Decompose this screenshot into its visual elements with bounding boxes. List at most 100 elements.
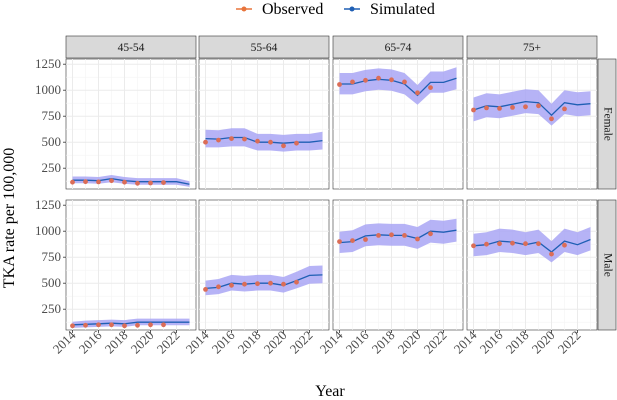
simulated-line bbox=[72, 321, 190, 326]
facet-strip-bg bbox=[198, 35, 330, 59]
panel-bg bbox=[466, 199, 598, 331]
observed-point bbox=[242, 136, 247, 142]
observed-point bbox=[428, 231, 433, 237]
y-tick-label: 500 bbox=[42, 134, 62, 149]
x-tick-label: 2018 bbox=[102, 328, 131, 357]
observed-point bbox=[363, 237, 368, 242]
observed-point bbox=[510, 240, 515, 246]
simulated-band bbox=[473, 227, 591, 263]
observed-point bbox=[536, 241, 541, 247]
simulated-band bbox=[205, 128, 323, 152]
x-tick-label: 2018 bbox=[235, 328, 264, 357]
legend-item-simulated: Simulated bbox=[344, 1, 435, 18]
x-tick-label: 2020 bbox=[128, 328, 157, 357]
y-tick-label: 250 bbox=[42, 301, 62, 316]
x-tick-label: 2014 bbox=[317, 327, 346, 356]
observed-point bbox=[471, 107, 476, 113]
observed-point bbox=[135, 322, 140, 328]
legend-label: Simulated bbox=[370, 1, 435, 18]
observed-point bbox=[161, 322, 166, 328]
observed-point bbox=[402, 233, 407, 238]
x-tick-label: 2018 bbox=[369, 328, 398, 357]
observed-point bbox=[337, 239, 342, 245]
legend-item-observed: Observed bbox=[236, 1, 323, 18]
facet-strip-label: 65-74 bbox=[385, 42, 412, 54]
observed-point bbox=[122, 323, 127, 329]
y-tick-label: 750 bbox=[42, 249, 62, 264]
observed-point bbox=[415, 236, 420, 242]
observed-point bbox=[203, 287, 208, 292]
simulated-line bbox=[339, 229, 457, 244]
facet-strip-col-0: 45-54 bbox=[65, 35, 197, 59]
facet-strip-bg bbox=[332, 35, 464, 59]
y-tick-label: 250 bbox=[42, 160, 62, 175]
panel-bg bbox=[65, 199, 197, 331]
observed-point bbox=[229, 282, 234, 288]
facet-strip-col-2: 65-74 bbox=[332, 35, 464, 59]
simulated-band bbox=[473, 89, 591, 126]
x-tick-label: 2014 bbox=[183, 327, 212, 356]
observed-point bbox=[350, 79, 355, 85]
facet-strip-col-3: 75+ bbox=[466, 35, 598, 59]
observed-point bbox=[148, 322, 153, 328]
facet-strip-bg bbox=[597, 58, 617, 190]
observed-point bbox=[402, 79, 407, 85]
panel-female-0: 250 500 750 1000 1250 bbox=[35, 56, 197, 190]
observed-point bbox=[109, 322, 114, 328]
x-tick-label: 2022 bbox=[421, 328, 450, 357]
observed-point bbox=[497, 241, 502, 247]
legend-label: Observed bbox=[262, 1, 323, 18]
observed-point bbox=[337, 82, 342, 87]
x-tick-label: 2016 bbox=[76, 327, 105, 356]
observed-point bbox=[70, 179, 75, 185]
y-tick-label: 750 bbox=[42, 108, 62, 123]
observed-point bbox=[294, 279, 299, 285]
panel-bg bbox=[198, 199, 330, 331]
y-tick-label: 1250 bbox=[35, 197, 61, 212]
observed-point bbox=[536, 103, 541, 109]
x-tick-label: 2016 bbox=[209, 327, 238, 356]
panel-bg bbox=[466, 58, 598, 190]
observed-point bbox=[148, 180, 153, 186]
facet-strip-bg bbox=[65, 35, 197, 59]
observed-point bbox=[203, 139, 208, 145]
x-tick-label: 2016 bbox=[343, 327, 372, 356]
facet-strip-label: 55-64 bbox=[251, 42, 278, 54]
y-tick-label: 1000 bbox=[35, 223, 61, 238]
observed-point bbox=[83, 322, 88, 328]
facet-strip-label: 45-54 bbox=[118, 42, 145, 54]
observed-point bbox=[350, 238, 355, 244]
panel-female-2 bbox=[332, 58, 464, 190]
observed-point bbox=[294, 140, 299, 146]
observed-point bbox=[281, 281, 286, 287]
y-tick-label: 1250 bbox=[35, 56, 61, 71]
facet-grid: 45-54 55-64 65-74 75+ Female Male 250 500 750 100… bbox=[35, 35, 617, 357]
x-tick-label: 2022 bbox=[154, 328, 183, 357]
simulated-line bbox=[473, 238, 591, 253]
observed-point bbox=[70, 323, 75, 329]
observed-point bbox=[268, 139, 273, 145]
observed-point bbox=[549, 116, 554, 122]
observed-point bbox=[83, 179, 88, 185]
panel-female-3 bbox=[466, 58, 598, 190]
observed-point bbox=[428, 85, 433, 90]
facet-strip-col-1: 55-64 bbox=[198, 35, 330, 59]
observed-point bbox=[281, 143, 286, 149]
panel-female-1 bbox=[198, 58, 330, 190]
observed-point bbox=[497, 106, 502, 111]
observed-point bbox=[376, 75, 381, 81]
observed-point bbox=[510, 105, 515, 110]
simulated-line bbox=[72, 177, 190, 185]
y-tick-label: 500 bbox=[42, 275, 62, 290]
x-tick-label: 2016 bbox=[477, 327, 506, 356]
observed-point bbox=[415, 90, 420, 96]
facet-strip-label: Male bbox=[601, 253, 613, 277]
observed-point bbox=[161, 180, 166, 186]
observed-point bbox=[523, 241, 528, 247]
observed-point bbox=[389, 77, 394, 83]
x-tick-label: 2014 bbox=[451, 327, 480, 356]
observed-point bbox=[255, 281, 260, 287]
facet-strip-row-0: Female bbox=[597, 58, 617, 190]
simulated-line bbox=[205, 274, 323, 290]
